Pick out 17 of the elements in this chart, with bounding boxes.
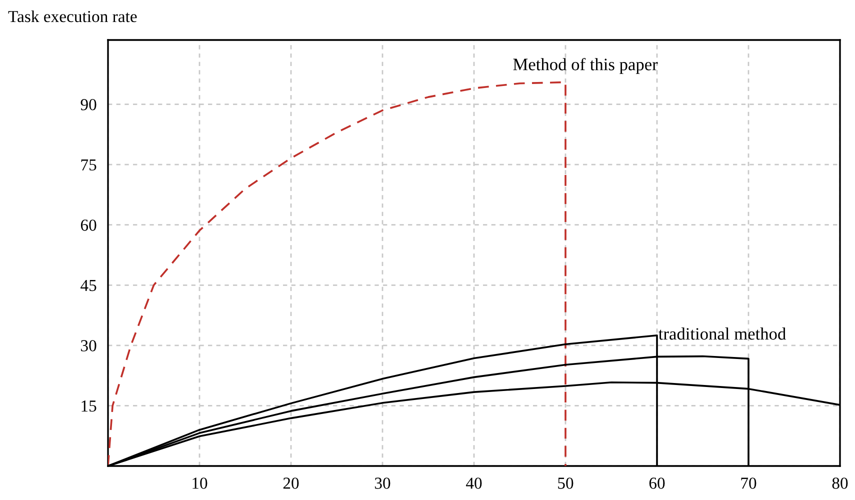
annotation: Method of this paper [513, 58, 658, 74]
y-tick-label: 75 [81, 159, 96, 171]
x-tick-label: 30 [374, 478, 390, 489]
y-tick-label: 15 [82, 400, 96, 412]
x-tick-label: 70 [741, 478, 756, 489]
x-tick-label: 80 [832, 478, 848, 489]
x-tick-label: 10 [192, 478, 208, 489]
x-tick-label: 50 [558, 478, 574, 489]
x-tick-label: 40 [466, 478, 482, 489]
y-tick-label: 90 [80, 99, 96, 110]
y-axis-title: Task execution rate [8, 10, 137, 22]
x-tick-label: 20 [283, 478, 299, 489]
annotation: traditional method [658, 328, 786, 340]
y-tick-label: 60 [80, 220, 96, 231]
y-tick-label: 45 [80, 280, 96, 292]
x-tick-label: 60 [649, 478, 665, 489]
y-tick-label: 30 [81, 340, 96, 352]
